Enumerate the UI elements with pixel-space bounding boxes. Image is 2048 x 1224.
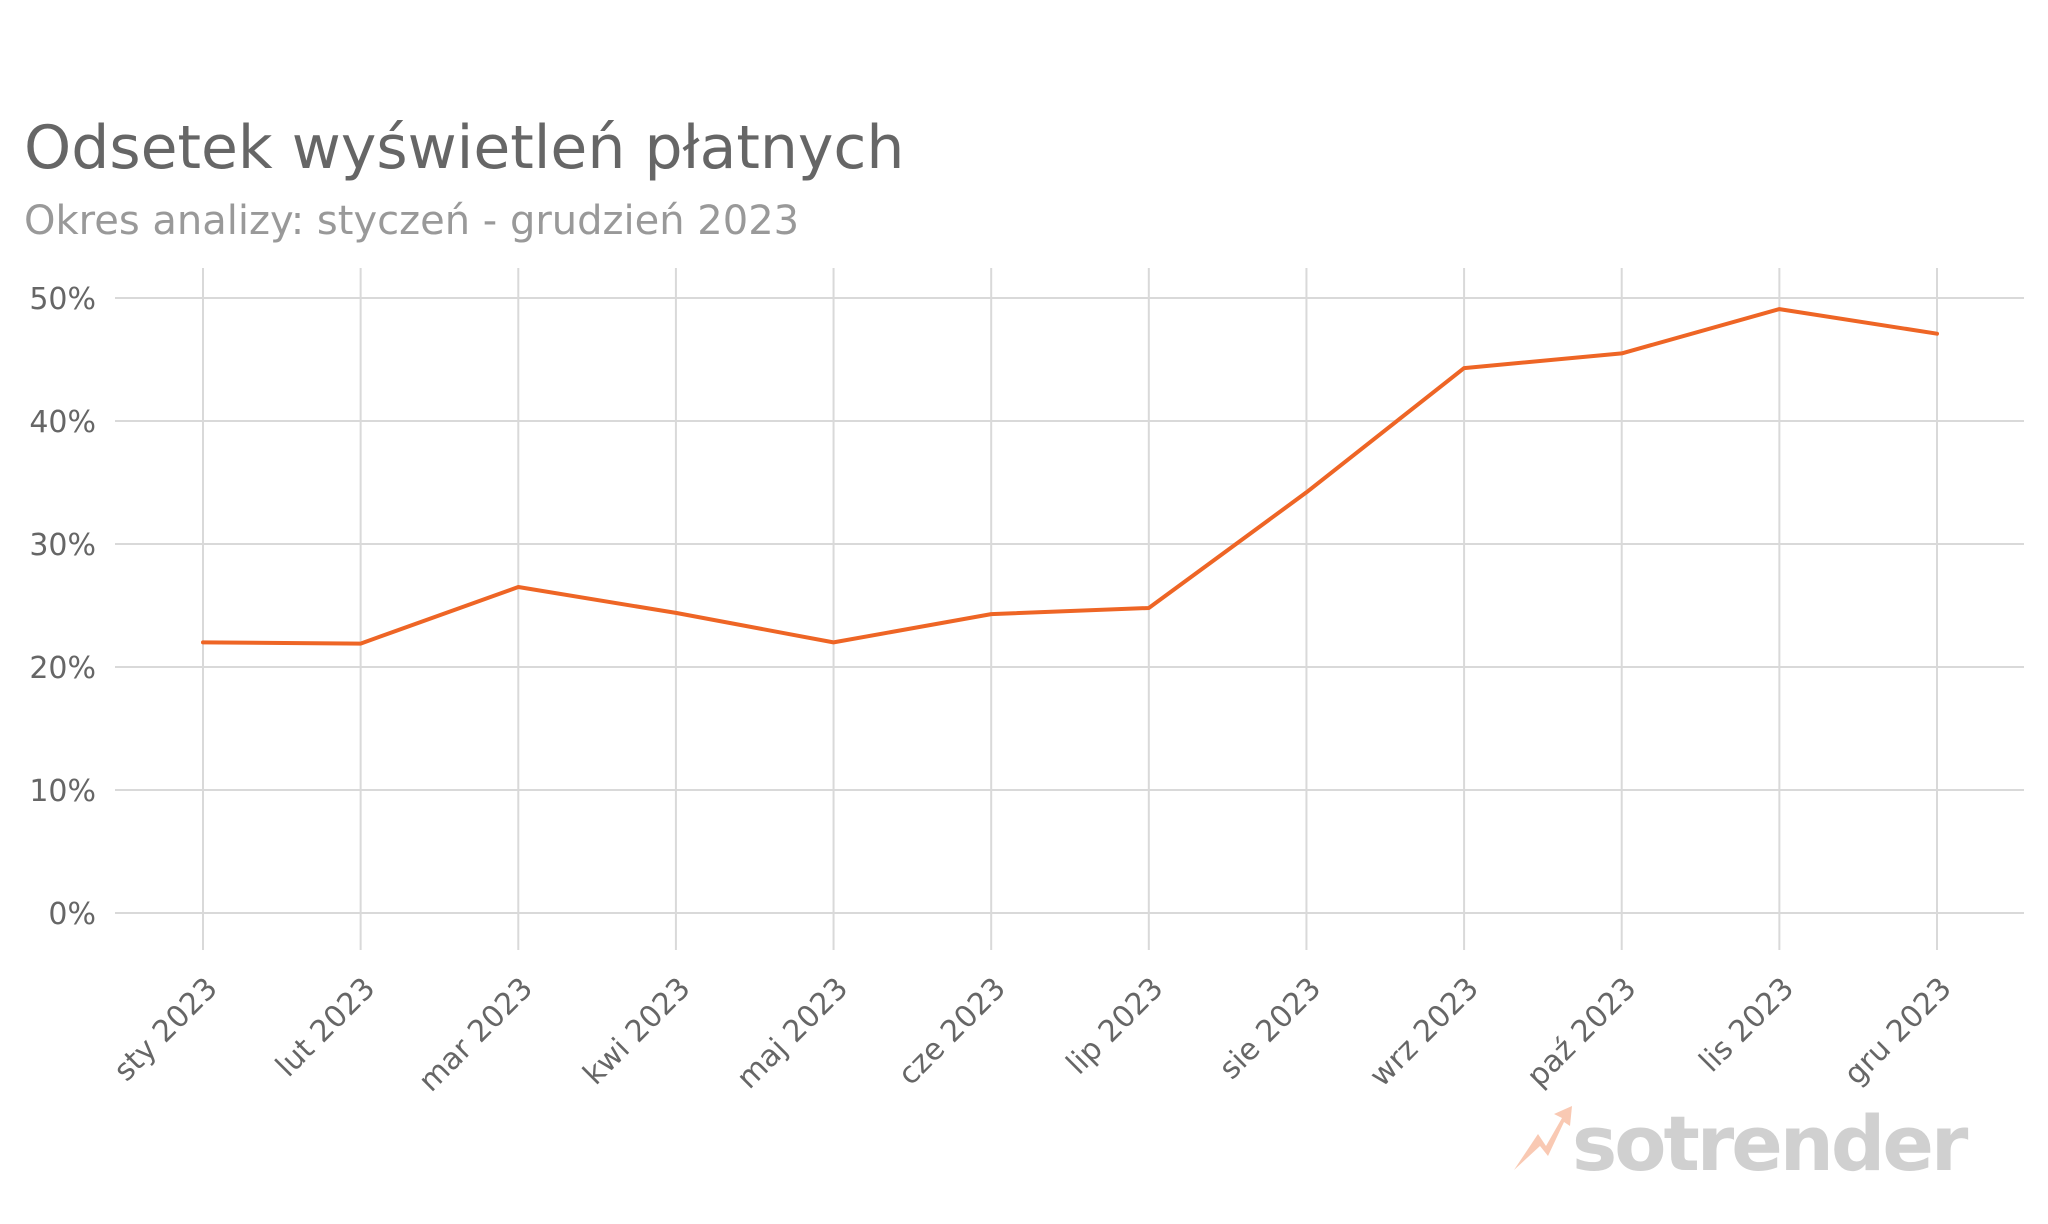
x-tick-label: lut 2023 (269, 971, 382, 1084)
x-tick-label: cze 2023 (892, 971, 1013, 1092)
x-tick-label: paź 2023 (1520, 971, 1643, 1094)
x-tick-label: sie 2023 (1213, 971, 1328, 1086)
x-tick-label: mar 2023 (412, 971, 540, 1099)
grid (115, 268, 2024, 950)
x-tick-label: kwi 2023 (577, 971, 698, 1092)
logo-text: sotrender (1572, 1099, 1969, 1188)
x-axis-ticks: sty 2023 lut 2023 mar 2023 kwi 2023 maj 2023… (107, 971, 1958, 1099)
x-tick-label: wrz 2023 (1363, 971, 1486, 1094)
x-tick-label: sty 2023 (107, 971, 224, 1088)
x-tick-label: maj 2023 (730, 971, 855, 1096)
y-tick-label: 10% (29, 774, 96, 809)
x-tick-label: gru 2023 (1838, 971, 1959, 1092)
logo-arrow-icon (1514, 1106, 1572, 1170)
sotrender-logo: sotrender (1514, 1099, 1972, 1188)
series-layer (201, 307, 1939, 646)
chart-title: Odsetek wyświetleń płatnych (24, 113, 904, 183)
y-tick-label: 0% (48, 897, 96, 932)
y-tick-label: 30% (29, 528, 96, 563)
chart-subtitle: Okres analizy: styczeń - grudzień 2023 (24, 198, 799, 244)
series-line (201, 307, 1939, 646)
y-tick-label: 20% (29, 651, 96, 686)
y-tick-label: 40% (29, 405, 96, 440)
x-tick-label: lip 2023 (1060, 971, 1171, 1082)
y-axis-ticks: 0% 10% 20% 30% 40% 50% (29, 282, 96, 932)
x-tick-label: lis 2023 (1693, 971, 1801, 1079)
y-tick-label: 50% (29, 282, 96, 317)
